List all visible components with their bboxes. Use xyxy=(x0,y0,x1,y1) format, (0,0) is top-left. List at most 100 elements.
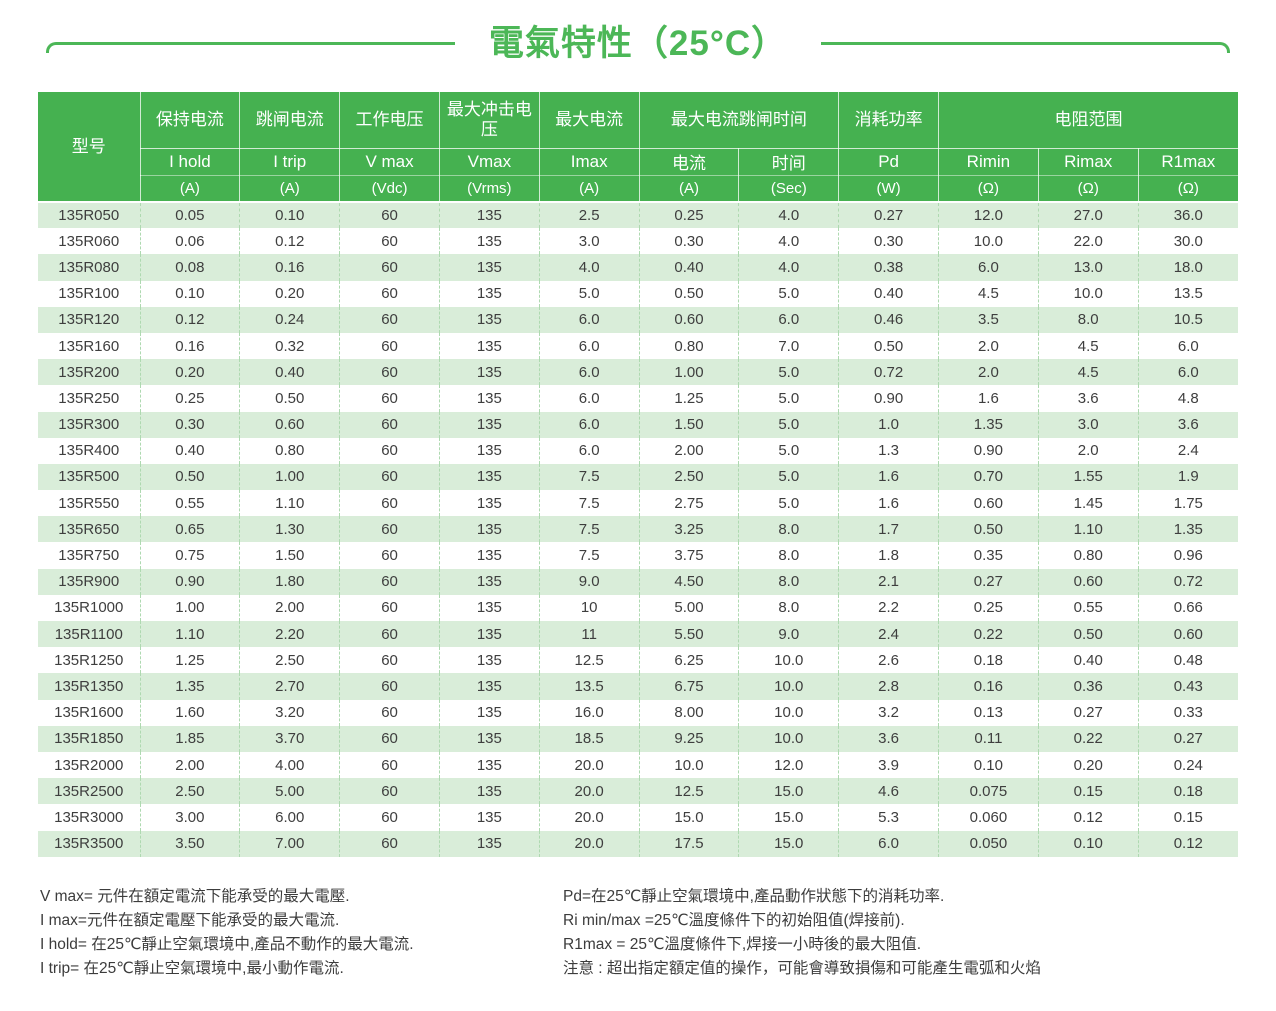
value-cell: 0.96 xyxy=(1173,547,1203,565)
value-cell: 10.5 xyxy=(1173,311,1203,329)
value-cell: 135 xyxy=(439,228,540,255)
value-cell: 6.0 xyxy=(539,306,640,333)
value-cell: 0.36 xyxy=(1038,673,1139,700)
value-cell: 1.00 xyxy=(639,359,740,386)
spec-table-wrap: 型号 保持电流 跳闸电流 工作电压 最大冲击电压 最大电流 最大电流跳闸时间 消… xyxy=(38,92,1238,857)
value-cell: 20.0 xyxy=(539,830,640,857)
unit-trip-time: (Sec) xyxy=(738,175,840,203)
value-cell: 4.5 xyxy=(1038,332,1139,360)
value-cell: 3.5 xyxy=(938,306,1039,333)
value-cell: 0.16 xyxy=(239,254,341,281)
table-row: 135R080 0.08 0.16 60 135 4.0 0.40 4.0 0.38 6.0 13.… xyxy=(38,254,1238,281)
value-cell: 1.60 xyxy=(140,699,241,726)
value-cell: 10 xyxy=(539,594,640,621)
value-cell: 0.48 xyxy=(1173,651,1203,669)
value-cell: 2.50 xyxy=(239,647,341,674)
value-cell: 135 xyxy=(439,437,540,464)
table-row: 135R400 0.40 0.80 60 135 6.0 2.00 5.0 1.3 0.90 2.0… xyxy=(38,437,1238,464)
value-cell: 3.75 xyxy=(639,542,740,569)
value-cell: 0.30 xyxy=(639,228,740,255)
value-cell: 60 xyxy=(339,621,440,648)
value-cell: 0.10 xyxy=(140,280,241,307)
value-cell: 0.075 xyxy=(938,778,1039,805)
value-cell: 1.00 xyxy=(140,594,241,621)
subheader-imax: Imax xyxy=(539,148,640,176)
column-header-hold-current: 保持电流 xyxy=(140,92,241,149)
model-cell: 135R1000 xyxy=(38,594,141,621)
value-cell: 1.6 xyxy=(938,385,1039,412)
model-cell: 135R120 xyxy=(38,306,141,333)
model-cell: 135R300 xyxy=(38,411,141,438)
value-cell: 0.32 xyxy=(239,332,341,360)
value-cell: 2.00 xyxy=(239,594,341,621)
value-cell: 5.50 xyxy=(639,621,740,648)
model-cell: 135R1850 xyxy=(38,725,141,752)
value-cell: 0.060 xyxy=(938,804,1039,831)
unit-r1max: (Ω) xyxy=(1138,175,1238,203)
value-cell: 0.35 xyxy=(938,542,1039,569)
value-cell: 0.50 xyxy=(639,280,740,307)
unit-vmax-rms: (Vrms) xyxy=(439,175,540,203)
value-cell: 0.90 xyxy=(140,568,241,595)
model-cell: 135R650 xyxy=(38,516,141,543)
value-cell: 3.25 xyxy=(639,516,740,543)
table-row: 135R1600 1.60 3.20 60 135 16.0 8.00 10.0 3.2 0.13… xyxy=(38,699,1238,726)
subheader-vmax-dc: V max xyxy=(339,148,440,176)
value-cell: 2.20 xyxy=(239,621,341,648)
value-cell: 10.0 xyxy=(738,725,840,752)
table-row: 135R100 0.10 0.20 60 135 5.0 0.50 5.0 0.40 4.5 10.… xyxy=(38,280,1238,307)
value-cell: 135 xyxy=(439,568,540,595)
value-cell: 5.00 xyxy=(239,778,341,805)
value-cell: 1.85 xyxy=(140,725,241,752)
model-cell: 135R3500 xyxy=(38,830,141,857)
value-cell: 0.30 xyxy=(140,411,241,438)
value-cell: 0.40 xyxy=(639,254,740,281)
footnote-line: I max=元件在額定電壓下能承受的最大電流. xyxy=(40,911,340,929)
value-cell: 0.55 xyxy=(1038,594,1139,621)
value-cell: 7.5 xyxy=(539,490,640,517)
value-cell: 8.0 xyxy=(738,568,840,595)
value-cell: 0.27 xyxy=(838,202,939,229)
model-cell: 135R750 xyxy=(38,542,141,569)
value-cell: 5.0 xyxy=(738,280,840,307)
value-cell: 60 xyxy=(339,516,440,543)
value-cell: 18.5 xyxy=(539,725,640,752)
value-cell: 3.6 xyxy=(1038,385,1139,412)
value-cell: 2.4 xyxy=(1177,442,1199,460)
value-cell: 60 xyxy=(339,647,440,674)
value-cell: 10.0 xyxy=(639,751,740,779)
value-cell: 1.35 xyxy=(140,673,241,700)
value-cell: 8.0 xyxy=(738,516,840,543)
value-cell: 60 xyxy=(339,332,440,360)
value-cell: 0.50 xyxy=(140,463,241,491)
value-cell: 0.20 xyxy=(239,280,341,307)
value-cell: 1.3 xyxy=(838,437,939,464)
value-cell: 0.15 xyxy=(1038,778,1139,805)
value-cell: 5.0 xyxy=(738,359,840,386)
value-cell: 0.50 xyxy=(838,332,939,360)
value-cell: 60 xyxy=(339,411,440,438)
value-cell: 0.05 xyxy=(140,202,241,229)
value-cell: 15.0 xyxy=(738,830,840,857)
value-cell: 16.0 xyxy=(539,699,640,726)
column-header-trip-current: 跳闸电流 xyxy=(239,92,341,149)
value-cell: 135 xyxy=(439,542,540,569)
value-cell: 60 xyxy=(339,306,440,333)
table-row: 135R1250 1.25 2.50 60 135 12.5 6.25 10.0 2.6 0.18… xyxy=(38,647,1238,674)
value-cell: 1.0 xyxy=(838,411,939,438)
value-cell: 5.3 xyxy=(838,804,939,831)
subheader-rimax: Rimax xyxy=(1038,148,1139,176)
value-cell: 6.25 xyxy=(639,647,740,674)
spec-table: 型号 保持电流 跳闸电流 工作电压 最大冲击电压 最大电流 最大电流跳闸时间 消… xyxy=(38,92,1238,857)
value-cell: 6.75 xyxy=(639,673,740,700)
value-cell: 0.22 xyxy=(938,621,1039,648)
value-cell: 0.90 xyxy=(938,437,1039,464)
value-cell: 1.00 xyxy=(239,463,341,491)
value-cell: 135 xyxy=(439,516,540,543)
value-cell: 0.10 xyxy=(239,202,341,229)
unit-ihold: (A) xyxy=(140,175,241,203)
value-cell: 4.0 xyxy=(738,202,840,229)
value-cell: 1.50 xyxy=(239,542,341,569)
value-cell: 60 xyxy=(339,228,440,255)
value-cell: 60 xyxy=(339,202,440,229)
